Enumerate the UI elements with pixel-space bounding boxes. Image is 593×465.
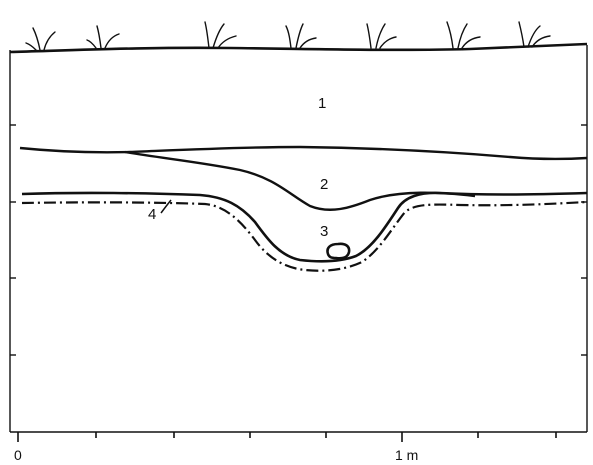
pit-outline <box>21 191 588 263</box>
layer-1-lower-boundary <box>19 145 588 161</box>
grass-tuft <box>518 21 551 48</box>
layer-2-pit-boundary <box>124 150 476 211</box>
layer-label-3: 3 <box>320 223 328 240</box>
layer-4-leader <box>160 199 172 214</box>
scale-end-label: 1 m <box>395 447 418 463</box>
grass-tuft <box>446 21 481 49</box>
grass-tuft <box>366 23 397 49</box>
ground-surface-line <box>9 42 588 54</box>
layer-label-1: 1 <box>318 95 326 112</box>
layer-label-4: 4 <box>148 206 156 223</box>
left-axis <box>9 50 16 432</box>
stone-shape <box>326 242 351 260</box>
grass-tuft <box>25 27 56 51</box>
layer-label-2: 2 <box>320 176 328 193</box>
grass-tuft <box>285 23 317 49</box>
layer-4-dash-dot-line <box>21 200 588 272</box>
right-axis <box>581 45 588 432</box>
scale-bar <box>10 431 587 442</box>
grass-tufts <box>25 21 551 51</box>
grass-tuft <box>204 21 237 49</box>
scale-start-label: 0 <box>14 447 22 463</box>
grass-tuft <box>86 25 120 49</box>
